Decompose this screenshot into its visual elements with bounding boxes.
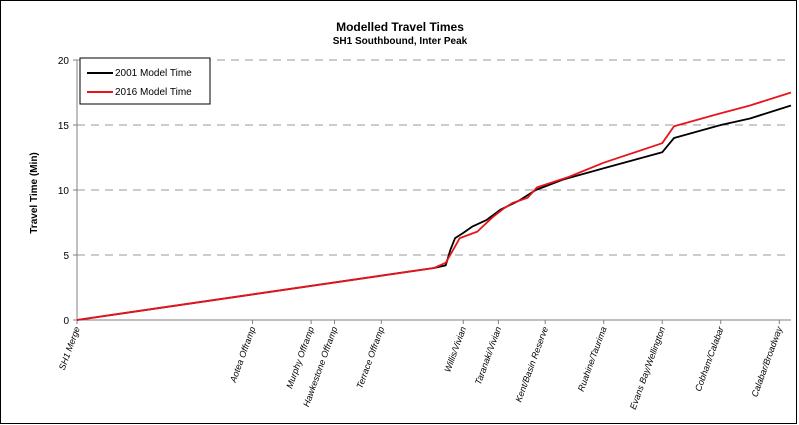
- legend-label-2001: 2001 Model Time: [115, 68, 192, 79]
- y-tick-label: 15: [58, 121, 70, 132]
- y-tick-label: 10: [58, 186, 70, 197]
- x-tick-label: Willis/Vivian: [442, 325, 468, 373]
- series-line-2016: [76, 91, 792, 321]
- x-tick-label: Cobham/Calabar: [693, 324, 726, 392]
- x-tick-label: Kent/Basin Reserve: [513, 325, 550, 403]
- x-tick-label: Terrace Offramp: [355, 325, 387, 390]
- x-tick-label: Calabar/Broadway: [749, 325, 784, 398]
- x-tick-label: Ruahine/Taurima: [576, 325, 609, 393]
- y-tick-label: 0: [63, 316, 69, 327]
- series-line-2001: [76, 104, 792, 321]
- legend-box: [79, 57, 211, 105]
- x-tick-label: Taranaki/Vivian: [473, 325, 503, 386]
- x-tick-label: Aotea Offramp: [228, 325, 258, 384]
- x-tick-label: SH1 Merge: [57, 325, 82, 371]
- y-tick-label: 5: [63, 251, 69, 262]
- y-axis-label: Travel Time (Min): [29, 152, 40, 234]
- legend-label-2016: 2016 Model Time: [115, 87, 192, 98]
- x-tick-label: Evans Bay/Wellington: [628, 325, 667, 411]
- chart-title: Modelled Travel Times: [336, 20, 464, 34]
- chart-subtitle: SH1 Southbound, Inter Peak: [333, 36, 468, 47]
- legend: 2001 Model Time 2016 Model Time: [79, 57, 211, 105]
- y-tick-label: 20: [58, 56, 70, 67]
